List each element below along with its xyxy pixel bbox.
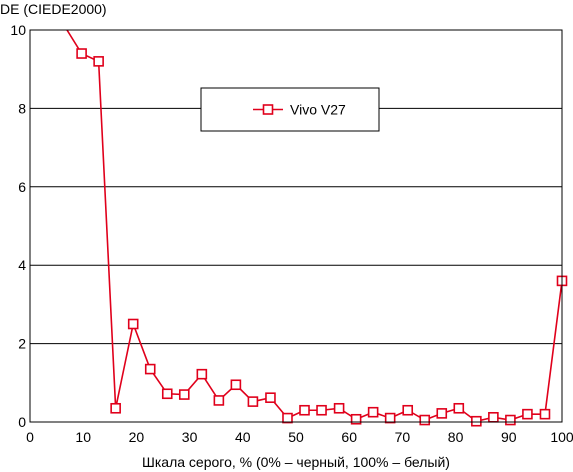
data-point [247,396,259,407]
y-tick-label: 4 [18,257,26,273]
x-tick-label: 60 [341,429,357,445]
data-point [471,415,482,427]
plot-area-frame [29,29,563,423]
data-point [196,368,208,380]
data-point [265,392,276,403]
legend-marker [262,104,274,115]
data-point [453,402,465,414]
data-point [539,408,551,420]
y-tick-label: 0 [18,414,26,430]
data-point [144,363,156,375]
data-point [333,402,345,414]
y-tick-label: 6 [18,179,26,195]
x-tick-label: 20 [129,429,145,445]
x-tick-label: 10 [75,429,91,445]
y-tick-label: 10 [10,22,26,38]
data-point [350,413,362,425]
data-point [161,388,173,400]
series-layer [66,30,568,427]
x-tick-label: 70 [395,429,411,445]
x-tick-label: 40 [235,429,251,445]
x-tick-label: 50 [288,429,304,445]
legend-label: Vivo V27 [290,102,346,118]
x-tick-label: 100 [550,429,573,445]
data-point [402,404,414,416]
data-point [93,56,104,67]
data-point [505,414,516,426]
data-point [522,408,533,420]
x-tick-label: 90 [501,429,517,445]
data-point [488,411,499,423]
data-point [316,404,327,416]
x-axis-title: Шкала серого, % (0% – черный, 100% – бел… [142,454,450,470]
y-tick-label: 2 [18,336,26,352]
data-point [419,414,431,426]
legend: Vivo V27 [200,87,380,132]
series-line-0 [66,30,562,422]
legend-box [200,87,380,132]
data-point [384,412,396,424]
gridlines [30,107,562,345]
x-tick-label: 30 [182,429,198,445]
data-point [213,395,225,406]
data-point [127,318,139,330]
y-axis-title: DE (CIEDE2000) [0,1,107,17]
y-tick-label: 8 [18,100,26,116]
data-point [178,389,190,400]
x-tick-label: 0 [26,429,34,445]
data-point [299,404,310,416]
data-point [282,412,293,424]
x-tick-label: 80 [448,429,464,445]
data-point [76,48,87,59]
data-point [367,406,379,418]
data-point [436,408,448,419]
y-axis-ticks: 0 2 4 6 8 10 [10,22,26,430]
x-axis-ticks: 0 10 20 30 40 50 60 70 80 90 100 [26,429,573,445]
data-point [110,402,121,414]
data-point [230,379,242,391]
